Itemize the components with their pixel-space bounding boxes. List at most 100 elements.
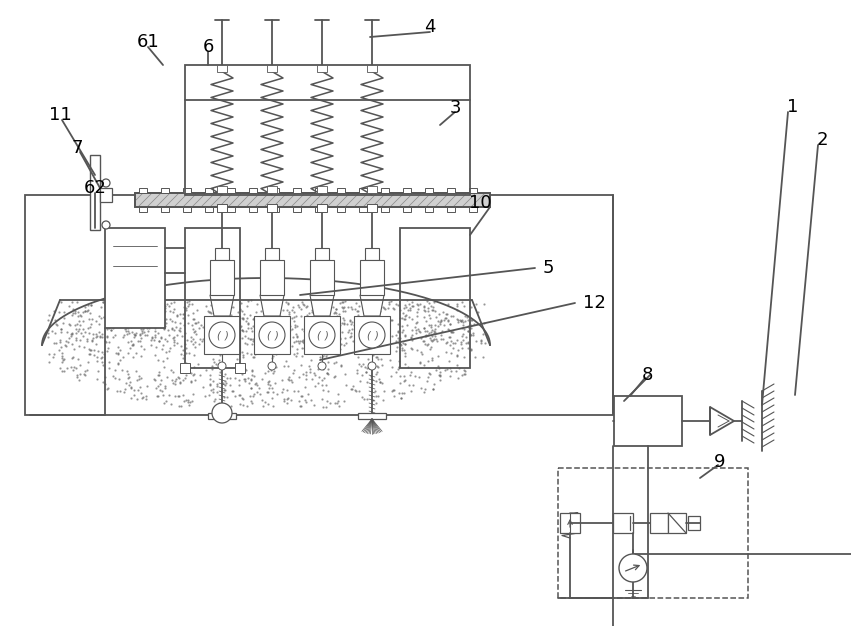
Point	[279, 322, 293, 332]
Point	[96, 377, 110, 387]
Point	[158, 306, 172, 316]
Point	[352, 326, 366, 336]
Point	[55, 348, 69, 358]
Point	[301, 389, 315, 399]
Point	[322, 304, 335, 314]
Point	[456, 329, 470, 339]
Point	[236, 306, 249, 316]
Point	[432, 369, 446, 379]
Point	[417, 387, 431, 397]
Point	[398, 300, 412, 310]
Point	[271, 305, 285, 316]
Point	[172, 401, 186, 411]
Point	[201, 339, 214, 349]
Point	[372, 314, 386, 324]
Point	[174, 317, 187, 327]
Text: (: (	[366, 330, 370, 340]
Point	[152, 367, 166, 377]
Point	[381, 326, 395, 336]
Point	[102, 363, 116, 373]
Point	[248, 379, 261, 389]
Point	[323, 331, 336, 341]
Point	[281, 298, 294, 308]
Point	[339, 305, 352, 316]
Point	[306, 297, 320, 307]
Point	[57, 313, 71, 323]
Point	[101, 310, 115, 321]
Point	[321, 396, 334, 406]
Point	[157, 323, 171, 333]
Point	[433, 375, 447, 385]
Point	[173, 377, 186, 387]
Point	[244, 383, 258, 393]
Point	[91, 366, 105, 376]
Point	[372, 314, 386, 324]
Point	[92, 327, 106, 337]
Point	[104, 325, 117, 335]
Point	[454, 316, 467, 326]
Point	[215, 302, 229, 312]
Point	[267, 309, 281, 319]
Point	[121, 337, 134, 347]
Point	[170, 338, 184, 348]
Bar	[317, 204, 327, 212]
Point	[243, 379, 256, 389]
Point	[153, 379, 167, 389]
Point	[323, 326, 336, 336]
Point	[136, 312, 150, 322]
Point	[277, 361, 291, 371]
Point	[385, 371, 398, 381]
Point	[331, 315, 345, 325]
Point	[242, 323, 255, 333]
Point	[443, 363, 456, 373]
Point	[292, 338, 306, 348]
Point	[268, 336, 282, 346]
Point	[443, 319, 456, 329]
Point	[282, 299, 295, 309]
Point	[288, 322, 302, 332]
Point	[270, 349, 283, 359]
Point	[227, 318, 241, 328]
Point	[266, 393, 279, 403]
Point	[131, 336, 145, 346]
Bar	[267, 186, 277, 193]
Point	[306, 329, 319, 339]
Point	[134, 341, 148, 351]
Point	[171, 372, 185, 382]
Point	[398, 314, 412, 324]
Point	[443, 340, 457, 350]
Bar	[271, 188, 279, 193]
Point	[452, 363, 465, 373]
Point	[270, 308, 283, 318]
Point	[238, 374, 252, 384]
Point	[129, 330, 142, 340]
Point	[356, 322, 369, 332]
Point	[377, 302, 391, 312]
Point	[393, 333, 407, 343]
Point	[244, 374, 258, 384]
Bar	[317, 65, 327, 72]
Text: 5: 5	[542, 259, 554, 277]
Point	[455, 323, 469, 333]
Point	[226, 386, 239, 396]
Point	[421, 305, 435, 316]
Point	[90, 356, 104, 366]
Point	[432, 309, 446, 319]
Point	[186, 389, 200, 399]
Point	[312, 309, 326, 319]
Point	[425, 322, 438, 332]
Point	[444, 348, 458, 358]
Point	[277, 384, 290, 394]
Bar	[217, 65, 227, 72]
Point	[83, 307, 97, 317]
Point	[57, 366, 71, 376]
Point	[242, 332, 255, 342]
Point	[420, 295, 433, 305]
Point	[56, 355, 70, 365]
Point	[362, 308, 375, 318]
Point	[129, 348, 143, 358]
Point	[232, 375, 246, 385]
Point	[404, 333, 418, 343]
Point	[156, 386, 169, 396]
Point	[334, 334, 347, 344]
